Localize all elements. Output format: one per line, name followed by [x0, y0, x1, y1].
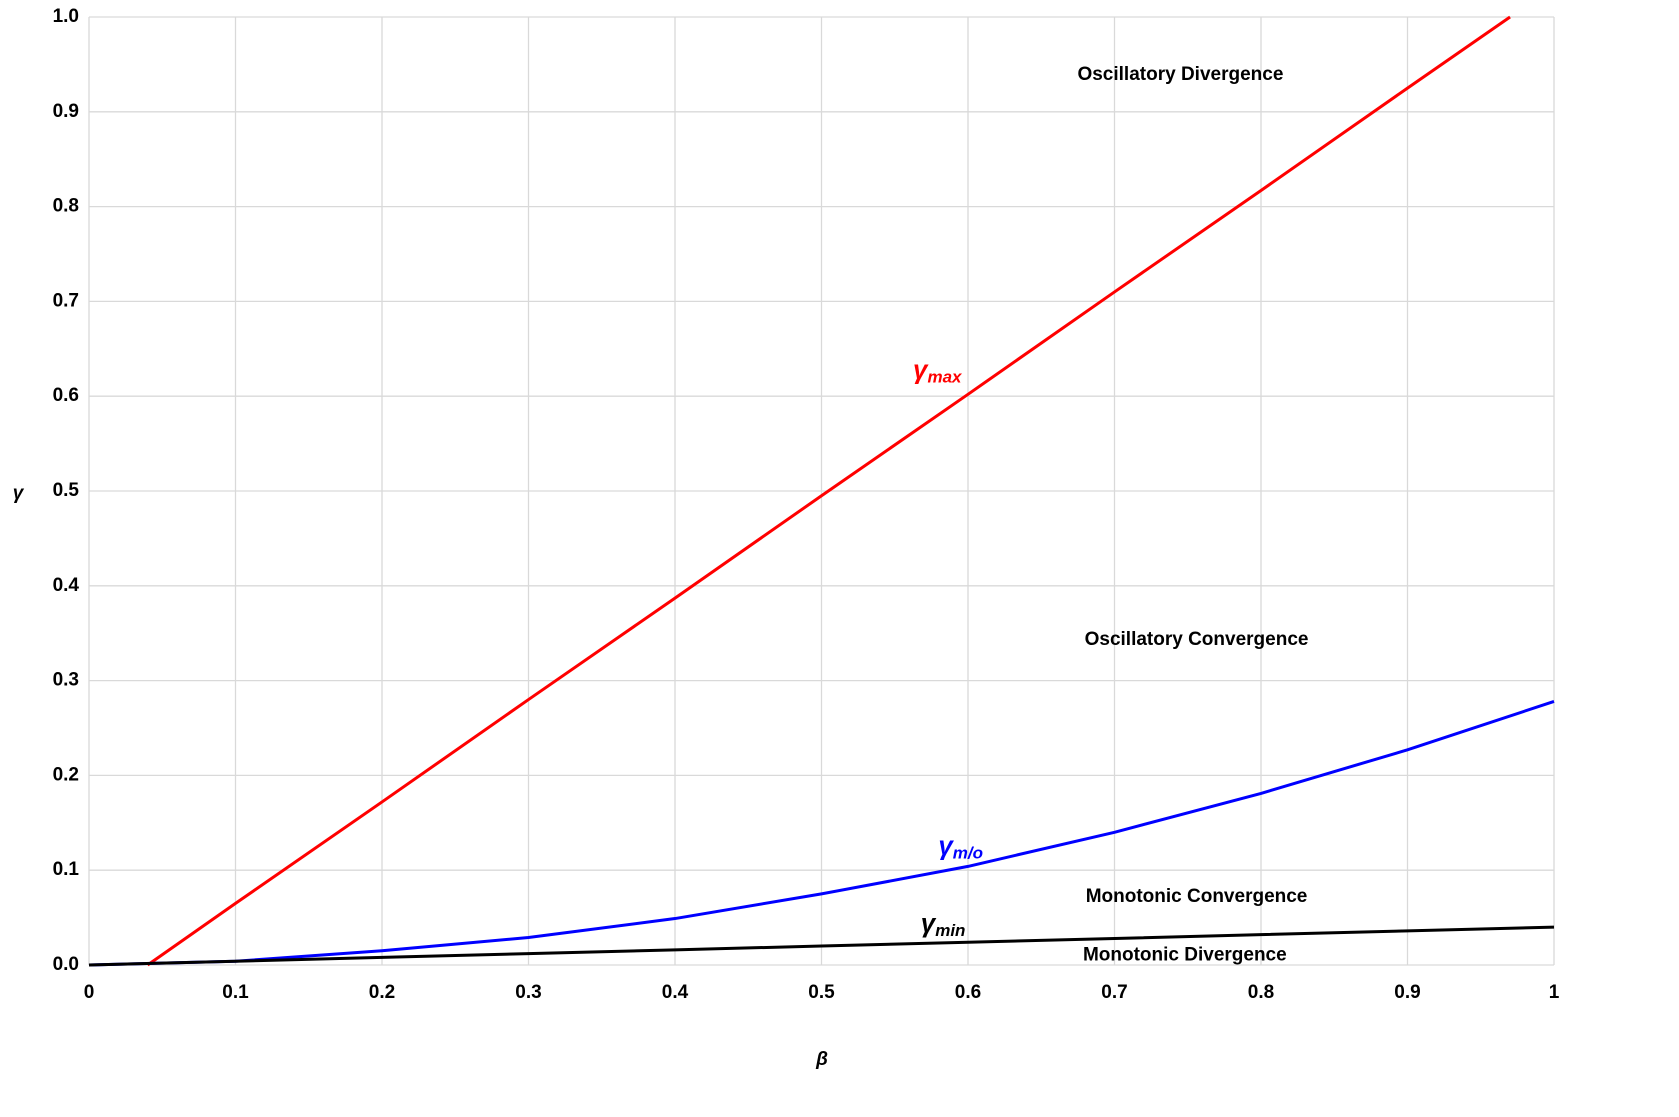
series-line [88, 700, 1555, 967]
x-tick-label: 0.5 [808, 982, 835, 1003]
y-tick-label: 0.2 [53, 764, 79, 785]
x-tick-label: 0.3 [515, 982, 541, 1003]
x-tick-label: 0.8 [1248, 982, 1274, 1003]
series-label-sub: max [927, 368, 963, 387]
y-tick-label: 0.3 [53, 670, 79, 691]
series-line [146, 15, 1511, 967]
x-tick-label: 0 [84, 982, 95, 1003]
series-label-main: γ [913, 354, 929, 384]
series-label-main: γ [921, 908, 937, 938]
y-tick-label: 0.0 [53, 954, 79, 975]
y-tick-label: 0.8 [53, 196, 79, 217]
y-axis-label: γ [13, 483, 25, 504]
y-tick-label: 0.1 [53, 859, 80, 880]
series-label-main: γ [938, 830, 954, 860]
y-tick-label: 0.7 [53, 290, 79, 311]
y-tick-label: 0.4 [53, 575, 80, 596]
y-tick-label: 1.0 [53, 6, 79, 27]
x-tick-label: 0.4 [662, 982, 689, 1003]
series-label-sub: min [935, 922, 965, 941]
y-tick-label: 0.5 [53, 480, 80, 501]
y-tick-label: 0.9 [53, 101, 79, 122]
x-tick-label: 0.1 [222, 982, 249, 1003]
region-label: Oscillatory Divergence [1077, 64, 1283, 85]
x-tick-label: 0.9 [1394, 982, 1420, 1003]
x-axis-label: β [815, 1049, 828, 1070]
region-label: Oscillatory Convergence [1085, 629, 1309, 650]
series-line [88, 925, 1555, 967]
series-label-sub: m/o [953, 844, 983, 863]
y-tick-label: 0.6 [53, 385, 79, 406]
x-tick-label: 0.2 [369, 982, 395, 1003]
x-tick-label: 0.6 [955, 982, 981, 1003]
x-tick-label: 1 [1549, 982, 1560, 1003]
series-label: γmax [913, 354, 963, 387]
region-label: Monotonic Divergence [1083, 945, 1287, 966]
region-label: Monotonic Convergence [1086, 886, 1308, 907]
x-tick-label: 0.7 [1101, 982, 1127, 1003]
series-label: γmin [921, 908, 966, 941]
series-label: γm/o [938, 830, 983, 863]
